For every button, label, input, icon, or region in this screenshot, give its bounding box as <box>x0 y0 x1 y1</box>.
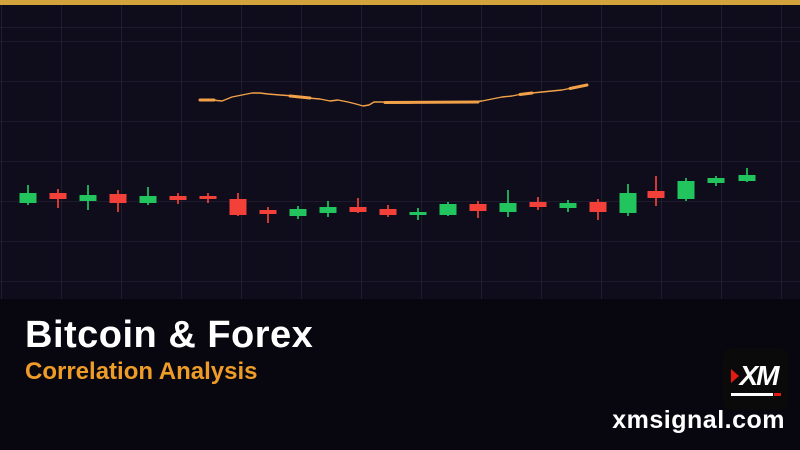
xm-underline-red <box>773 393 781 396</box>
xm-play-triangle-icon <box>730 369 739 383</box>
footer-panel: Bitcoin & Forex Correlation Analysis XM … <box>0 299 800 450</box>
xm-logo-text: XM <box>739 360 780 391</box>
page-title: Bitcoin & Forex <box>25 314 314 356</box>
website-url: xmsignal.com <box>612 406 785 434</box>
candlestick-chart <box>19 83 756 223</box>
xm-logo: XM <box>723 348 788 410</box>
xm-underline-white <box>730 393 773 396</box>
top-accent-bar <box>0 0 800 5</box>
xm-logo-row: XM <box>730 360 781 391</box>
chart-area <box>0 5 800 299</box>
xm-logo-underline <box>730 393 781 396</box>
page-subtitle: Correlation Analysis <box>25 358 258 385</box>
